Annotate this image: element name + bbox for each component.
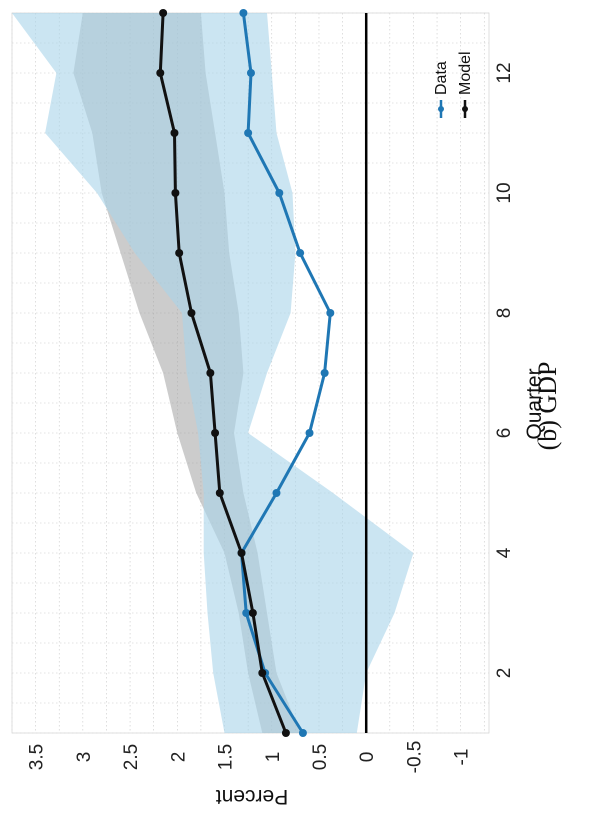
y-tick-label: 0.5: [310, 744, 331, 770]
data-point-model: [258, 669, 267, 677]
legend-marker-model: [462, 106, 468, 112]
data-point-data: [296, 249, 305, 257]
y-tick-label: 2.5: [121, 744, 142, 770]
legend: Data Model: [433, 51, 474, 118]
x-tick-label: 10: [494, 182, 515, 203]
x-tick-label: 8: [494, 308, 515, 319]
series-lines: [156, 9, 335, 737]
data-point-model: [156, 69, 165, 77]
data-point-data: [246, 69, 255, 77]
data-point-data: [239, 9, 248, 17]
data-point-model: [248, 609, 257, 617]
legend-label-data: Data: [433, 61, 450, 95]
data-point-data: [326, 309, 335, 317]
data-point-model: [171, 189, 180, 197]
data-point-model: [159, 9, 168, 17]
data-point-data: [242, 609, 251, 617]
y-tick-label: -0.5: [404, 741, 425, 774]
tick-labels: -1 -0.5 0 0.5 1 1.5 2 2.5 3 3.5 2 4 6 8 10 12: [27, 62, 515, 773]
legend-marker-data: [438, 106, 444, 112]
data-point-data: [298, 729, 307, 737]
y-tick-label: 2: [168, 752, 189, 763]
x-axis-label: Quarter: [523, 368, 546, 439]
data-point-model: [175, 249, 184, 257]
data-point-model: [281, 729, 290, 737]
x-tick-label: 2: [494, 668, 515, 679]
figure-caption: (b) GDP: [533, 361, 562, 451]
y-tick-label: -1: [452, 749, 473, 766]
data-point-data: [272, 489, 281, 497]
x-tick-label: 12: [494, 62, 515, 83]
data-point-data: [244, 129, 253, 137]
data-point-data: [305, 429, 314, 437]
y-axis-label: Percent: [216, 785, 289, 808]
data-point-model: [215, 489, 224, 497]
data-point-data: [275, 189, 284, 197]
data-point-model: [206, 369, 215, 377]
data-point-model: [211, 429, 220, 437]
x-tick-label: 6: [494, 428, 515, 439]
data-point-model: [170, 129, 179, 137]
y-tick-label: 1: [263, 752, 284, 763]
y-tick-label: 0: [357, 752, 378, 763]
y-tick-label: 1.5: [216, 744, 237, 770]
data-point-data: [320, 369, 329, 377]
data-point-model: [237, 549, 246, 557]
x-tick-label: 4: [494, 547, 515, 558]
data-point-model: [187, 309, 196, 317]
y-tick-label: 3: [74, 752, 95, 763]
y-tick-label: 3.5: [27, 744, 48, 770]
legend-label-model: Model: [457, 51, 474, 95]
